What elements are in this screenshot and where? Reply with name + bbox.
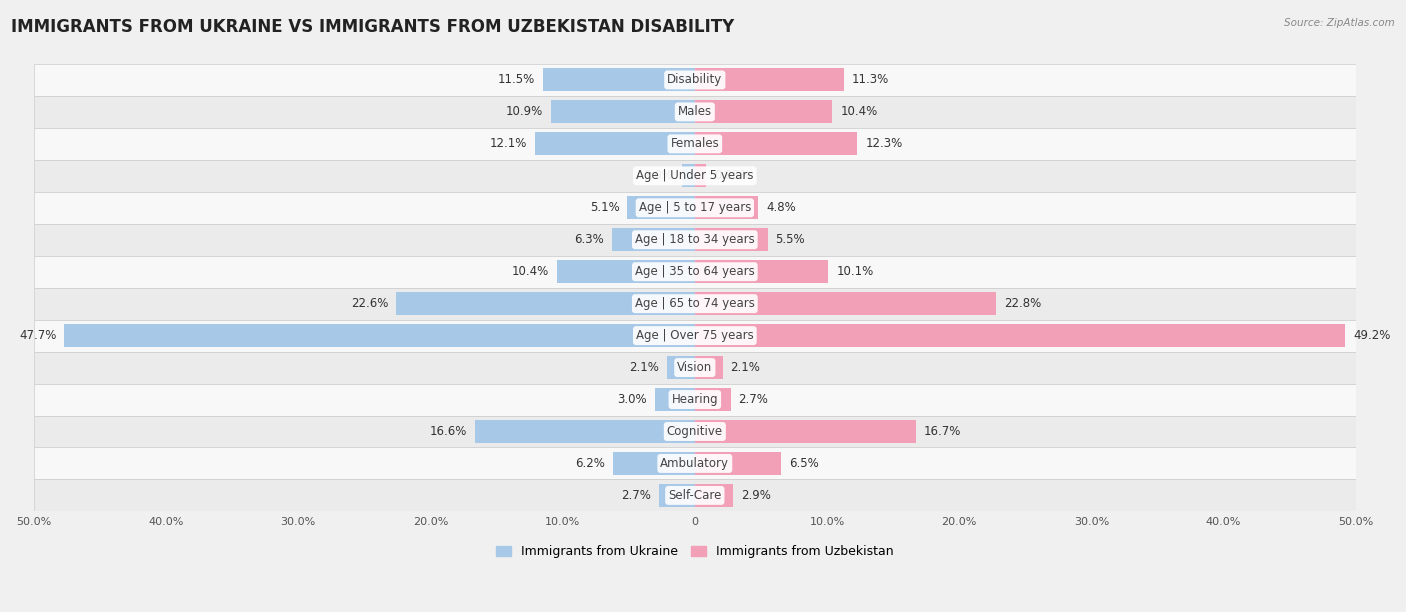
Legend: Immigrants from Ukraine, Immigrants from Uzbekistan: Immigrants from Ukraine, Immigrants from… (491, 540, 898, 563)
Text: 2.7%: 2.7% (738, 393, 768, 406)
Bar (34, 351, 1355, 384)
Text: 6.5%: 6.5% (789, 457, 818, 470)
Bar (695, 452, 780, 475)
Text: 22.6%: 22.6% (350, 297, 388, 310)
Text: Ambulatory: Ambulatory (661, 457, 730, 470)
Text: 12.1%: 12.1% (489, 137, 527, 151)
Text: 2.1%: 2.1% (630, 361, 659, 374)
Bar (65, 324, 695, 347)
Bar (534, 132, 695, 155)
Bar (34, 256, 1355, 288)
Bar (34, 288, 1355, 319)
Bar (682, 164, 695, 187)
Text: Age | Over 75 years: Age | Over 75 years (636, 329, 754, 342)
Text: 1.0%: 1.0% (644, 170, 673, 182)
Bar (695, 196, 758, 219)
Text: 16.6%: 16.6% (430, 425, 467, 438)
Bar (612, 228, 695, 252)
Bar (695, 356, 723, 379)
Text: 0.85%: 0.85% (714, 170, 751, 182)
Bar (659, 484, 695, 507)
Text: Age | Under 5 years: Age | Under 5 years (636, 170, 754, 182)
Text: Females: Females (671, 137, 720, 151)
Text: Disability: Disability (668, 73, 723, 86)
Text: Cognitive: Cognitive (666, 425, 723, 438)
Text: 2.7%: 2.7% (621, 489, 651, 502)
Bar (396, 292, 695, 315)
Bar (34, 416, 1355, 447)
Text: 10.9%: 10.9% (506, 105, 543, 118)
Bar (551, 100, 695, 124)
Text: 16.7%: 16.7% (924, 425, 960, 438)
Bar (695, 132, 858, 155)
Text: 6.3%: 6.3% (574, 233, 603, 246)
Bar (695, 228, 768, 252)
Bar (34, 447, 1355, 479)
Bar (475, 420, 695, 443)
Text: 6.2%: 6.2% (575, 457, 605, 470)
Text: Vision: Vision (678, 361, 713, 374)
Text: 10.4%: 10.4% (512, 265, 550, 278)
Text: 10.1%: 10.1% (837, 265, 873, 278)
Text: 5.5%: 5.5% (776, 233, 806, 246)
Bar (695, 324, 1346, 347)
Bar (695, 260, 828, 283)
Text: 22.8%: 22.8% (1004, 297, 1042, 310)
Bar (34, 384, 1355, 416)
Text: 10.4%: 10.4% (841, 105, 877, 118)
Text: 2.9%: 2.9% (741, 489, 770, 502)
Text: Age | 35 to 64 years: Age | 35 to 64 years (636, 265, 755, 278)
Bar (557, 260, 695, 283)
Bar (34, 64, 1355, 96)
Bar (34, 96, 1355, 128)
Bar (695, 100, 832, 124)
Text: 5.1%: 5.1% (589, 201, 620, 214)
Bar (695, 484, 733, 507)
Bar (34, 192, 1355, 224)
Bar (34, 479, 1355, 512)
Text: 2.1%: 2.1% (731, 361, 761, 374)
Bar (613, 452, 695, 475)
Bar (34, 224, 1355, 256)
Text: 11.3%: 11.3% (852, 73, 890, 86)
Bar (695, 69, 844, 91)
Text: Self-Care: Self-Care (668, 489, 721, 502)
Bar (695, 164, 706, 187)
Text: Males: Males (678, 105, 711, 118)
Bar (34, 160, 1355, 192)
Bar (627, 196, 695, 219)
Text: Source: ZipAtlas.com: Source: ZipAtlas.com (1284, 18, 1395, 28)
Bar (695, 420, 915, 443)
Bar (695, 388, 731, 411)
Text: IMMIGRANTS FROM UKRAINE VS IMMIGRANTS FROM UZBEKISTAN DISABILITY: IMMIGRANTS FROM UKRAINE VS IMMIGRANTS FR… (11, 18, 734, 36)
Bar (34, 128, 1355, 160)
Bar (666, 356, 695, 379)
Bar (695, 292, 997, 315)
Text: 4.8%: 4.8% (766, 201, 796, 214)
Text: Age | 18 to 34 years: Age | 18 to 34 years (636, 233, 755, 246)
Text: 47.7%: 47.7% (18, 329, 56, 342)
Bar (655, 388, 695, 411)
Text: 3.0%: 3.0% (617, 393, 647, 406)
Text: Hearing: Hearing (672, 393, 718, 406)
Text: 11.5%: 11.5% (498, 73, 534, 86)
Bar (543, 69, 695, 91)
Text: Age | 65 to 74 years: Age | 65 to 74 years (636, 297, 755, 310)
Text: 12.3%: 12.3% (865, 137, 903, 151)
Text: 49.2%: 49.2% (1353, 329, 1391, 342)
Bar (34, 319, 1355, 351)
Text: Age | 5 to 17 years: Age | 5 to 17 years (638, 201, 751, 214)
